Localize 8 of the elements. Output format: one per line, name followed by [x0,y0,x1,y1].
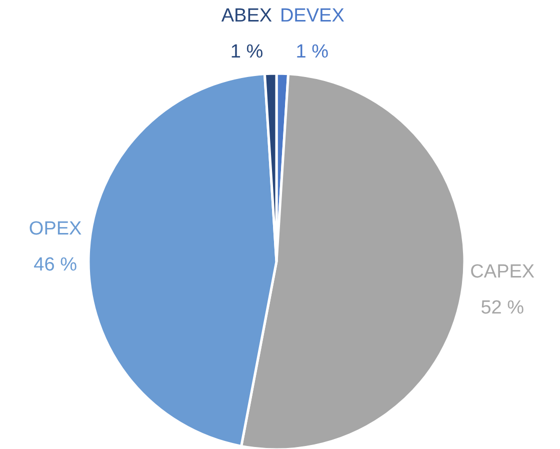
data-label: 52 % [480,298,524,318]
data-label: 1 % [230,42,264,63]
slice-label: ABEX [221,6,272,27]
slice-label: OPEX [28,218,82,240]
slice-label: CAPEX [470,262,535,282]
slice-label: DEVEX [280,6,345,27]
data-label: 1 % [296,42,329,63]
data-label: 46 % [34,254,78,276]
